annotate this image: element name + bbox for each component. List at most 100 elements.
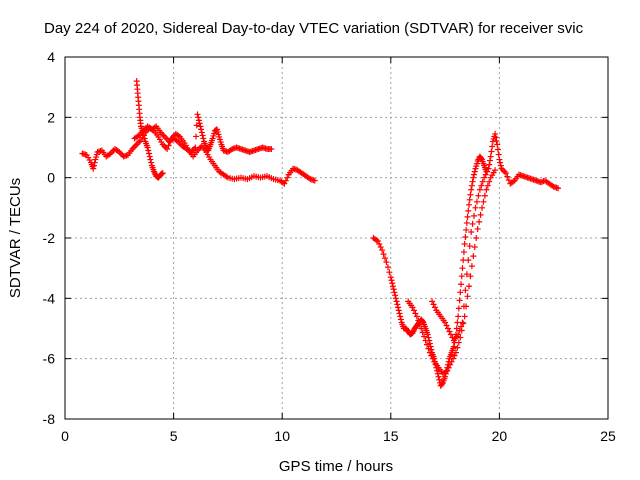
y-tick-label: 0 [47,170,55,186]
data-point [392,292,399,299]
data-point [458,273,465,280]
data-point [198,126,205,133]
data-point [429,298,436,305]
axis-ticks: 0 5 10 15 20 25 -8 -6 -4 -2 0 2 4 [43,49,616,444]
data-point [495,151,502,158]
data-point [311,177,318,184]
data-point [480,198,487,205]
data-point [387,274,394,281]
data-point [472,204,479,211]
data-point [465,283,472,290]
x-tick-label: 10 [274,428,290,444]
data-point [456,327,463,334]
y-tick-label: -2 [43,230,56,246]
data-point [466,196,473,203]
data-point [439,380,446,387]
data-point [434,370,441,377]
data-point [90,165,97,172]
data-point [470,174,477,181]
data-point [455,305,462,312]
data-point [504,173,511,180]
data-point [465,257,472,264]
data-point [428,352,435,359]
data-point [90,162,97,169]
data-marks [79,78,562,389]
data-point [451,352,458,359]
data-point [496,156,503,163]
data-point [485,165,492,172]
data-point [426,340,433,347]
data-point [443,322,450,329]
data-point [482,171,489,178]
data-point [464,213,471,220]
data-point [395,307,402,314]
data-point [484,168,491,175]
data-point [284,174,291,181]
data-point [497,159,504,166]
data-point [148,159,155,166]
data-point [469,178,476,185]
data-point [464,293,471,300]
data-point [141,135,148,142]
data-point [140,132,147,139]
data-point [486,161,493,168]
data-point [434,367,441,374]
chart-title: Day 224 of 2020, Sidereal Day-to-day VTE… [44,20,584,37]
data-point [91,159,98,166]
data-point [192,144,199,151]
data-point [461,241,468,248]
data-point [431,304,438,311]
data-point [471,244,478,251]
data-point [165,142,172,149]
data-point [419,318,426,325]
data-point [195,114,202,121]
data-point [494,141,501,148]
data-point [484,182,491,189]
data-point [397,313,404,320]
data-point [199,132,206,139]
data-point [386,269,393,276]
data-point [194,111,201,118]
data-point [424,331,431,338]
series-track-f [429,130,562,344]
data-point [410,307,417,314]
data-point [471,171,478,178]
x-tick-label: 0 [61,428,69,444]
data-point [395,304,402,311]
data-point [474,225,481,232]
data-point [492,167,499,174]
data-point [442,373,449,380]
x-axis-label: GPS time / hours [279,458,393,475]
data-point [147,156,154,163]
data-point [425,345,432,352]
data-point [455,339,462,346]
y-axis-label: SDTVAR / TECUs [7,178,24,298]
data-point [197,123,204,130]
data-point [377,244,384,251]
data-point [492,134,499,141]
data-point [468,182,475,189]
data-point [418,325,425,332]
data-point [455,331,462,338]
data-point [146,153,153,160]
data-point [488,148,495,155]
data-point [145,150,152,157]
data-point [473,198,480,205]
data-point [467,191,474,198]
data-point [145,147,152,154]
data-point [460,320,467,327]
data-point [281,180,288,187]
data-point [397,316,404,323]
data-point [481,192,488,199]
data-point [469,220,476,227]
data-point [447,361,454,368]
data-point [435,373,442,380]
data-point [463,219,470,226]
x-tick-label: 20 [492,428,508,444]
data-point [436,376,443,383]
data-point [471,212,478,219]
data-point [483,186,490,193]
data-point [428,346,435,353]
data-point [457,289,464,296]
